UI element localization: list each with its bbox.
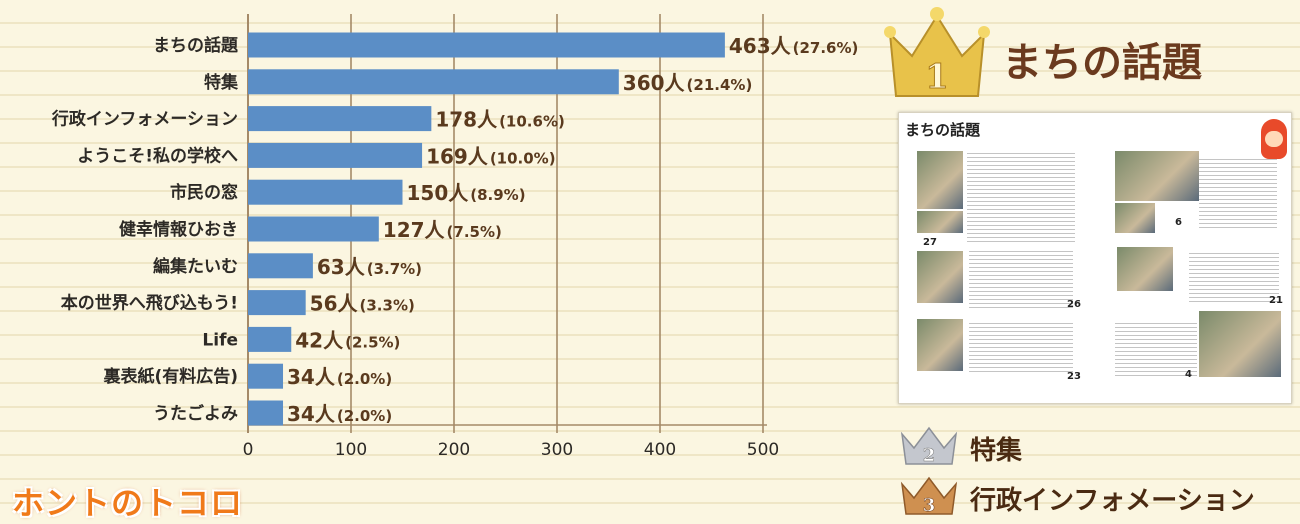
photo (917, 151, 963, 209)
value-label: 127人 (7.5%) (383, 218, 502, 242)
silver-crown-icon: 2 (900, 426, 958, 466)
percent-label: (2.0%) (337, 370, 392, 388)
category-label: Life (202, 330, 238, 350)
category-label: うたごよみ (153, 403, 238, 424)
rank-first: 1 まちの話題 (882, 6, 1292, 102)
bar (248, 179, 403, 205)
rank-third-title: 行政インフォメーション (970, 486, 1255, 516)
percent-label: (10.6%) (499, 113, 565, 131)
value-label: 169人 (10.0%) (426, 144, 556, 168)
photo (917, 319, 963, 371)
value-label: 360人 (21.4%) (623, 71, 753, 95)
value-label: 463人 (27.6%) (729, 34, 859, 58)
bar (248, 32, 725, 58)
page-number: 23 (1067, 371, 1081, 382)
category-label: 健幸情報ひおき (119, 219, 238, 240)
photo (917, 211, 963, 233)
x-tick-label: 200 (438, 440, 470, 460)
page-number: 4 (1185, 369, 1192, 380)
bar (248, 363, 284, 389)
value-label: 56人 (3.3%) (310, 292, 415, 316)
percent-label: (2.0%) (337, 407, 392, 425)
x-tick-label: 100 (335, 440, 367, 460)
bar (248, 326, 292, 352)
rank-third: 3 行政インフォメーション (898, 474, 1298, 516)
category-label: 編集たいむ (153, 256, 238, 277)
value-label: 178人 (10.6%) (435, 108, 564, 132)
section-title: ホントのトコロ (12, 484, 244, 522)
x-tick-label: 400 (644, 440, 676, 460)
bar (248, 253, 313, 279)
value-label: 42人 (2.5%) (295, 328, 400, 352)
bar-chart: まちの話題特集行政インフォメーションようこそ!私の学校へ市民の窓健幸情報ひおき編… (51, 14, 859, 460)
photo (1199, 311, 1281, 377)
rank-second-title: 特集 (970, 436, 1023, 466)
photo (1117, 247, 1173, 291)
magazine-page-thumbnail: まちの話題 27 6 26 21 23 4 (898, 112, 1292, 404)
category-label: ようこそ!私の学校へ (77, 145, 238, 166)
mascot-icon (1261, 119, 1287, 159)
percent-label: (7.5%) (447, 223, 502, 241)
page-number: 26 (1067, 299, 1081, 310)
x-axis-ticks: 0 100 200 300 400 500 (243, 440, 780, 460)
magazine-header: まちの話題 (905, 121, 981, 139)
x-tick-label: 300 (541, 440, 573, 460)
bar (248, 400, 284, 426)
percent-label: (2.5%) (345, 333, 400, 351)
bar (248, 69, 619, 95)
bar (248, 290, 306, 316)
text-block (1115, 323, 1197, 379)
category-label: 裏表紙(有料広告) (102, 366, 238, 387)
category-label: 行政インフォメーション (51, 109, 238, 130)
bar (248, 216, 379, 242)
rank-first-title: まちの話題 (1002, 40, 1202, 86)
value-label: 34人 (2.0%) (287, 402, 392, 426)
percent-label: (3.3%) (360, 297, 415, 315)
rank-number: 1 (925, 57, 949, 97)
category-label: まちの話題 (153, 35, 239, 56)
category-label: 特集 (204, 72, 239, 93)
percent-label: (27.6%) (793, 39, 859, 57)
text-block (1199, 159, 1277, 229)
photo (1115, 151, 1199, 201)
page-number: 6 (1175, 217, 1182, 228)
bar (248, 106, 432, 132)
percent-label: (3.7%) (367, 260, 422, 278)
text-block (969, 323, 1073, 373)
x-tick-label: 500 (747, 440, 779, 460)
percent-label: (10.0%) (490, 149, 556, 167)
category-label: 市民の窓 (170, 182, 238, 203)
category-label: 本の世界へ飛び込もう! (61, 293, 238, 314)
rank-number: 3 (923, 495, 936, 516)
text-block (969, 251, 1073, 309)
text-block (1189, 253, 1279, 303)
bronze-crown-icon: 3 (900, 476, 958, 516)
page-number: 27 (923, 237, 937, 248)
photo (917, 251, 963, 303)
page-number: 21 (1269, 295, 1283, 306)
percent-label: (8.9%) (470, 186, 525, 204)
value-label: 63人 (3.7%) (317, 255, 422, 279)
value-label: 150人 (8.9%) (407, 181, 526, 205)
category-labels: まちの話題特集行政インフォメーションようこそ!私の学校へ市民の窓健幸情報ひおき編… (51, 35, 239, 424)
text-block (967, 153, 1075, 245)
rank-second: 2 特集 (898, 424, 1298, 466)
x-tick-label: 0 (243, 440, 254, 460)
value-label: 34人 (2.0%) (287, 365, 392, 389)
bars (248, 32, 725, 426)
percent-label: (21.4%) (687, 76, 753, 94)
bar (248, 142, 423, 168)
gold-crown-icon: 1 (884, 7, 990, 98)
photo (1115, 203, 1155, 233)
rank-number: 2 (923, 445, 936, 466)
